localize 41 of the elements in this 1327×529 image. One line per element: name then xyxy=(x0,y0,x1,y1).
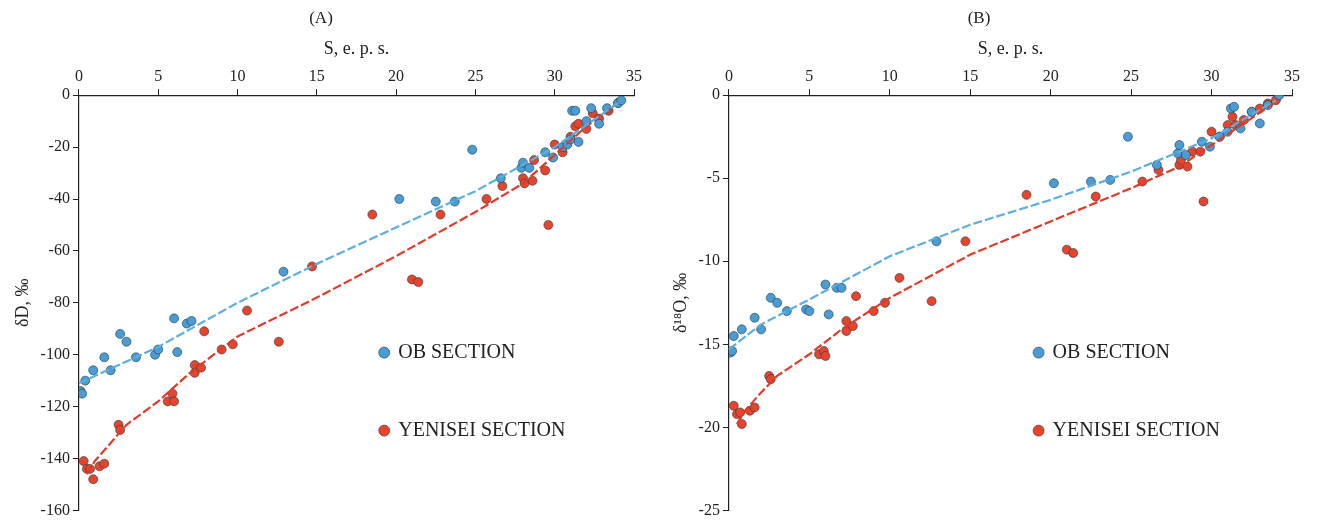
y-tick-label: 0 xyxy=(711,85,720,103)
y-axis-title: δ¹⁸O, ‰ xyxy=(669,272,690,333)
y-tick-label: -80 xyxy=(48,293,70,310)
y-tick-label: -20 xyxy=(48,137,70,155)
x-tick-label: 15 xyxy=(962,66,979,84)
x-axis-title: S, e. p. s. xyxy=(323,37,390,58)
x-tick-label: 15 xyxy=(308,66,325,84)
y-tick-label: -5 xyxy=(706,168,720,186)
y-tick-label: -120 xyxy=(40,396,70,414)
y-tick-label: -100 xyxy=(40,344,70,362)
y-tick-label: -40 xyxy=(48,189,70,207)
chart-title: (A) xyxy=(309,7,333,27)
y-tick-label: -160 xyxy=(40,500,70,518)
y-tick-label: 0 xyxy=(61,85,70,103)
x-tick-label: 0 xyxy=(724,66,733,84)
x-tick-label: 25 xyxy=(467,66,484,84)
y-tick-label: -140 xyxy=(40,448,70,466)
x-tick-label: 5 xyxy=(805,66,814,84)
y-tick-label: -20 xyxy=(698,417,720,435)
legend-label: YENISEI SECTION xyxy=(398,417,566,440)
x-tick-label: 30 xyxy=(1203,66,1220,84)
x-tick-label: 25 xyxy=(1123,66,1140,84)
x-tick-label: 20 xyxy=(388,66,405,84)
y-tick-label: -25 xyxy=(698,500,720,518)
legend-label: OB SECTION xyxy=(1052,339,1170,362)
y-tick-label: -15 xyxy=(698,334,720,352)
x-tick-label: 0 xyxy=(74,66,83,84)
y-tick-label: -60 xyxy=(48,241,70,259)
x-tick-label: 10 xyxy=(229,66,246,84)
x-axis-title: S, e. p. s. xyxy=(977,37,1044,58)
x-tick-label: 10 xyxy=(881,66,898,84)
y-tick-label: -10 xyxy=(698,251,720,269)
chart-title: (B) xyxy=(967,7,991,27)
x-tick-label: 30 xyxy=(546,66,563,84)
x-tick-label: 20 xyxy=(1042,66,1059,84)
y-axis-title: δD, ‰ xyxy=(11,278,32,328)
legend-label: YENISEI SECTION xyxy=(1052,417,1220,440)
x-tick-label: 35 xyxy=(626,66,642,84)
x-tick-label: 5 xyxy=(154,66,163,84)
legend-label: OB SECTION xyxy=(398,339,516,362)
x-tick-label: 35 xyxy=(1284,66,1300,84)
